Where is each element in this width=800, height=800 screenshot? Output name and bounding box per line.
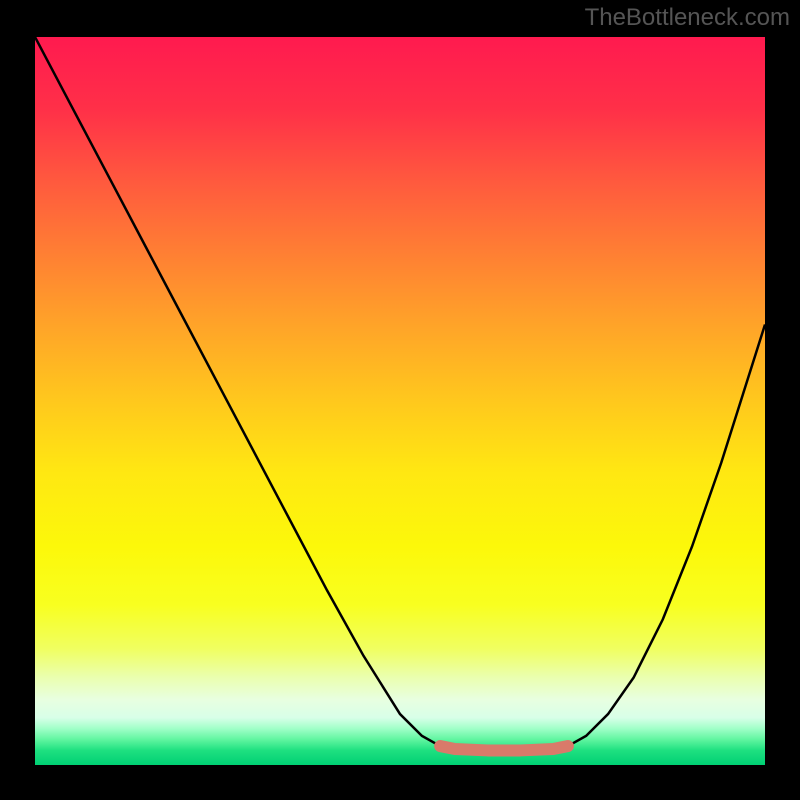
optimal-range-marker xyxy=(440,746,568,750)
bottleneck-curve xyxy=(35,37,765,750)
attribution-text: TheBottleneck.com xyxy=(585,4,790,32)
plot-area xyxy=(35,37,765,765)
curve-layer xyxy=(35,37,765,765)
